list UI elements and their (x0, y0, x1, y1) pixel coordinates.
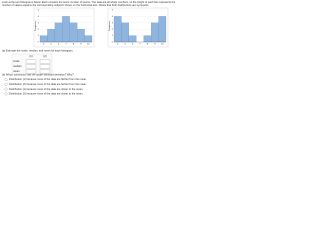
x-tick-label: 5 (51, 44, 53, 46)
bar (151, 22, 159, 43)
row-label: mean (13, 70, 20, 73)
x-tick-label: 7 (65, 44, 67, 46)
row-label: median (13, 64, 22, 68)
y-axis-label: Frequency (108, 20, 111, 31)
x-tick-label: 9 (80, 44, 82, 46)
y-tick-label: 3 (38, 22, 40, 24)
row-label: mode (13, 59, 20, 63)
bar (84, 35, 93, 43)
bar (62, 16, 70, 43)
y-tick-label: 2 (38, 29, 40, 31)
x-tick-label: 6 (58, 44, 60, 46)
answer-input[interactable] (39, 69, 51, 74)
bar (47, 29, 55, 43)
answer-input[interactable] (39, 64, 51, 69)
x-tick-label: 5 (125, 44, 127, 46)
y-tick-label: 0 (112, 42, 114, 44)
y-tick-label: 5 (38, 10, 40, 12)
option-label: Distribution (2) because more of the dat… (9, 82, 87, 86)
screen: Look at the two histograms below. Each c… (2, 0, 176, 96)
intro-line: number of values equal to the correspond… (2, 3, 149, 7)
x-tick-label: 8 (147, 44, 149, 46)
x-tick-label: 8 (73, 44, 75, 46)
answer-input[interactable] (25, 64, 37, 69)
answer-input[interactable] (39, 59, 51, 64)
answer-input[interactable] (25, 69, 37, 74)
column-header: (2) (43, 54, 46, 58)
bar (77, 29, 85, 43)
y-tick-label: 3 (112, 22, 114, 24)
x-tick-label: 7 (139, 44, 141, 46)
part-a-prompt: (a) Estimate the mode, median, and mean … (2, 49, 74, 53)
x-tick-label: 9 (154, 44, 156, 46)
x-tick-label: 10 (87, 44, 90, 46)
bar (158, 16, 167, 43)
x-tick-label: 10 (161, 44, 164, 46)
option-label: Distribution (2) because more of the dat… (9, 92, 84, 96)
option-label: Distribution (1) because more of the dat… (9, 77, 87, 81)
bar (69, 22, 78, 43)
y-tick-label: 5 (112, 10, 114, 12)
bar (128, 35, 137, 43)
radio-button[interactable] (4, 78, 8, 81)
table-frame (11, 53, 53, 75)
intro-line: Look at the two histograms below. Each c… (2, 0, 176, 4)
radio-button[interactable] (4, 92, 8, 96)
x-tick-label: 4 (43, 44, 45, 46)
y-tick-label: 0 (38, 42, 40, 44)
x-tick-label: 6 (132, 44, 134, 46)
y-tick-label: 1 (38, 35, 40, 37)
column-header: (1) (29, 54, 32, 58)
bar (39, 35, 48, 43)
bar (113, 16, 122, 43)
part-b-prompt: (b) Which distribution has the larger st… (2, 73, 74, 77)
bar (121, 22, 129, 43)
page: Look at the two histograms below. Each c… (0, 0, 320, 100)
y-tick-label: 1 (112, 35, 114, 37)
x-tick-label: 4 (117, 44, 119, 46)
y-tick-label: 2 (112, 29, 114, 31)
y-tick-label: 4 (112, 16, 114, 18)
radio-button[interactable] (4, 82, 8, 86)
y-tick-label: 4 (38, 16, 40, 18)
option-label: Distribution (1) because more of the dat… (9, 87, 84, 91)
bar (54, 22, 63, 43)
y-axis-label: Frequency (34, 20, 37, 31)
bar (143, 35, 152, 43)
radio-button[interactable] (4, 87, 8, 91)
answer-input[interactable] (25, 59, 37, 64)
